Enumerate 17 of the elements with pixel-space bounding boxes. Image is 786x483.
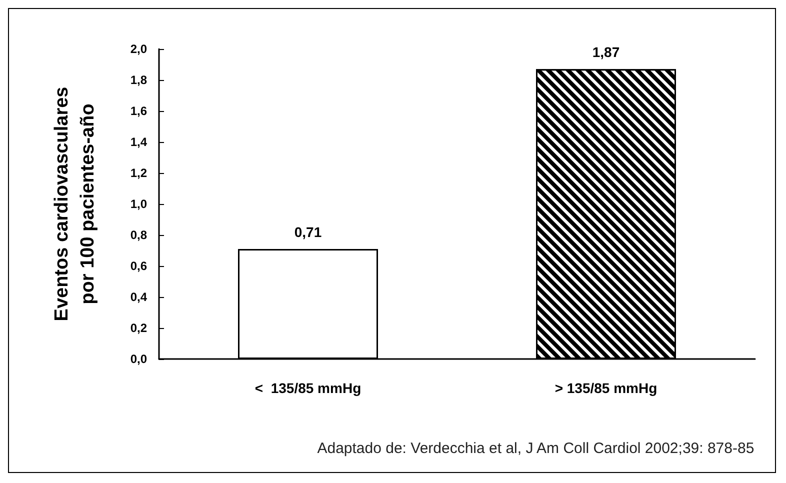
y-tick-label: 0,0 bbox=[130, 352, 148, 366]
data-label: 0,71 bbox=[294, 224, 322, 240]
y-tick-label: 1,4 bbox=[130, 135, 148, 149]
y-tick-label: 1,2 bbox=[130, 166, 148, 180]
y-tick-label: 0,2 bbox=[130, 321, 148, 335]
y-tick-label: 1,8 bbox=[130, 73, 148, 87]
y-tick-label: 1,0 bbox=[130, 197, 148, 211]
text: Adaptado de: Verdecchia et al, J Am Coll Cardiol 2002;39: 878-85 bbox=[317, 440, 754, 457]
y-axis-title: Eventos cardiovasculares por 100 pacientes-año bbox=[52, 86, 98, 322]
x-tick-label: < 135/85 mmHg bbox=[254, 380, 362, 396]
x-tick-label: > 135/85 mmHg bbox=[554, 380, 658, 396]
y-tick-label: 2,0 bbox=[130, 42, 148, 56]
y-tick-label: 0,6 bbox=[130, 259, 148, 273]
data-label: 1,87 bbox=[592, 44, 620, 60]
y-tick-label: 0,8 bbox=[130, 228, 148, 242]
y-tick-label: 0,4 bbox=[130, 290, 148, 304]
y-tick-label: 1,6 bbox=[130, 104, 148, 118]
